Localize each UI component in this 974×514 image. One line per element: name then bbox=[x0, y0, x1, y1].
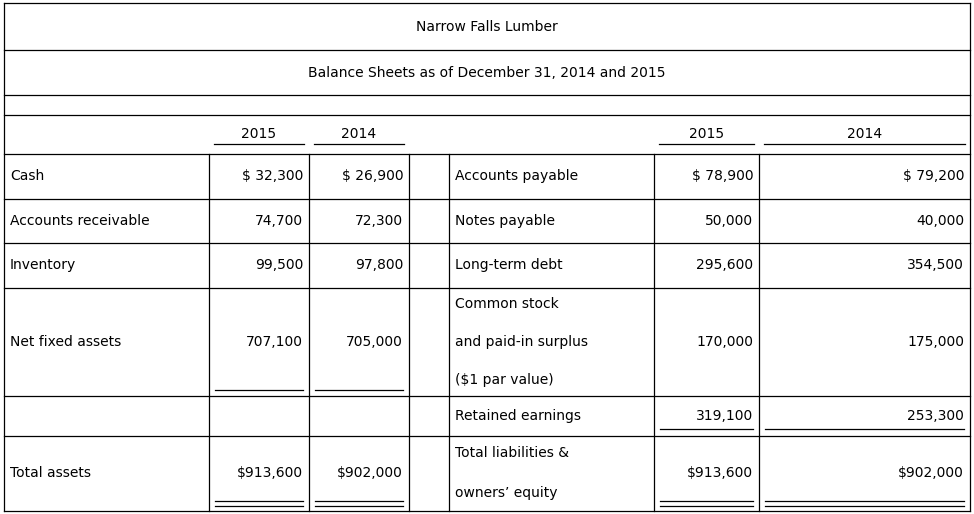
Text: Accounts receivable: Accounts receivable bbox=[10, 214, 149, 228]
Text: 74,700: 74,700 bbox=[255, 214, 303, 228]
Text: 253,300: 253,300 bbox=[908, 409, 964, 423]
Text: Accounts payable: Accounts payable bbox=[455, 170, 578, 183]
Text: 2014: 2014 bbox=[342, 127, 377, 141]
Text: 2015: 2015 bbox=[242, 127, 277, 141]
Text: 319,100: 319,100 bbox=[695, 409, 753, 423]
Text: and paid-in surplus: and paid-in surplus bbox=[455, 335, 588, 349]
Text: $902,000: $902,000 bbox=[898, 466, 964, 481]
Text: ($1 par value): ($1 par value) bbox=[455, 373, 553, 387]
Text: Long-term debt: Long-term debt bbox=[455, 259, 562, 272]
Text: 295,600: 295,600 bbox=[696, 259, 753, 272]
Text: 707,100: 707,100 bbox=[246, 335, 303, 349]
Text: Retained earnings: Retained earnings bbox=[455, 409, 581, 423]
Text: Net fixed assets: Net fixed assets bbox=[10, 335, 121, 349]
Text: 50,000: 50,000 bbox=[705, 214, 753, 228]
Text: $913,600: $913,600 bbox=[237, 466, 303, 481]
Text: 40,000: 40,000 bbox=[916, 214, 964, 228]
Text: $913,600: $913,600 bbox=[687, 466, 753, 481]
Text: 72,300: 72,300 bbox=[356, 214, 403, 228]
Text: Cash: Cash bbox=[10, 170, 44, 183]
Text: Total liabilities &: Total liabilities & bbox=[455, 447, 569, 461]
Text: Total assets: Total assets bbox=[10, 466, 91, 481]
Text: $ 78,900: $ 78,900 bbox=[692, 170, 753, 183]
Text: 2014: 2014 bbox=[847, 127, 882, 141]
Text: owners’ equity: owners’ equity bbox=[455, 486, 557, 501]
Text: Narrow Falls Lumber: Narrow Falls Lumber bbox=[416, 20, 558, 34]
Text: $902,000: $902,000 bbox=[337, 466, 403, 481]
Text: 354,500: 354,500 bbox=[908, 259, 964, 272]
Text: 170,000: 170,000 bbox=[696, 335, 753, 349]
Text: $ 79,200: $ 79,200 bbox=[903, 170, 964, 183]
Text: 99,500: 99,500 bbox=[255, 259, 303, 272]
Text: Balance Sheets as of December 31, 2014 and 2015: Balance Sheets as of December 31, 2014 a… bbox=[308, 66, 666, 80]
Text: $ 26,900: $ 26,900 bbox=[342, 170, 403, 183]
Text: 705,000: 705,000 bbox=[347, 335, 403, 349]
Text: Common stock: Common stock bbox=[455, 297, 559, 311]
Text: $ 32,300: $ 32,300 bbox=[242, 170, 303, 183]
Text: 175,000: 175,000 bbox=[907, 335, 964, 349]
Text: Notes payable: Notes payable bbox=[455, 214, 555, 228]
Text: 97,800: 97,800 bbox=[355, 259, 403, 272]
Text: Inventory: Inventory bbox=[10, 259, 76, 272]
Text: 2015: 2015 bbox=[689, 127, 724, 141]
